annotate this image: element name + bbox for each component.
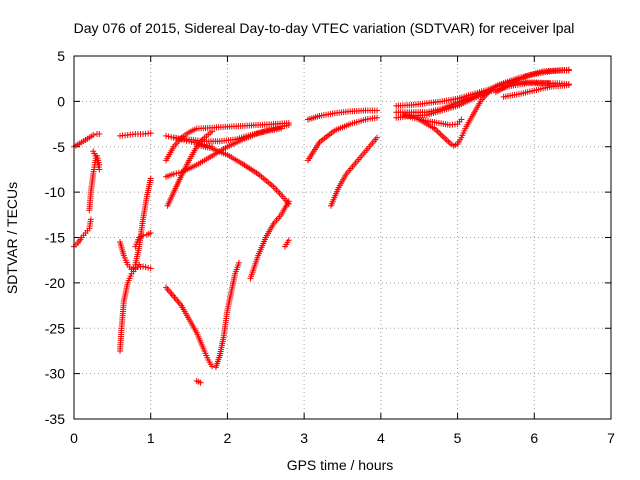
data-point (235, 259, 242, 266)
data-point (163, 132, 170, 139)
data-series-s7 (117, 239, 154, 273)
y-tick-label: -20 (45, 275, 65, 291)
data-series-s28 (492, 67, 572, 96)
data-point (374, 134, 381, 141)
data-series-s27 (400, 111, 465, 128)
data-series-s3 (86, 152, 103, 214)
data-point (173, 170, 180, 177)
data-point (458, 116, 465, 123)
data-series-s17 (164, 128, 216, 209)
data-series-s5 (117, 130, 154, 139)
x-tick-label: 4 (377, 430, 385, 446)
data-series-s22 (327, 134, 381, 209)
x-tick-label: 1 (147, 430, 155, 446)
y-tick-label: -25 (45, 320, 65, 336)
data-point (147, 229, 154, 236)
x-tick-label: 2 (224, 430, 232, 446)
x-tick-label: 5 (454, 430, 462, 446)
data-point (175, 169, 182, 176)
data-point (96, 131, 103, 138)
data-point (145, 264, 152, 271)
data-series-s25 (393, 89, 492, 121)
data-point (147, 130, 154, 137)
x-tick-label: 3 (300, 430, 308, 446)
y-axis-label: SDTVAR / TECUs (4, 182, 20, 294)
data-point (209, 363, 216, 370)
y-tick-label: -15 (45, 230, 65, 246)
data-point (87, 216, 94, 223)
data-point (565, 82, 572, 89)
data-series-s10 (163, 259, 242, 371)
data-point (285, 237, 292, 244)
data-point (285, 198, 292, 205)
data-point (374, 114, 381, 121)
data-series-s11 (193, 377, 204, 386)
x-tick-label: 7 (607, 430, 615, 446)
y-tick-label: 0 (57, 93, 65, 109)
data-point (168, 134, 175, 141)
y-tick-label: -30 (45, 366, 65, 382)
data-series-s1 (71, 131, 103, 150)
data-point (147, 175, 154, 182)
data-point (140, 263, 147, 270)
data-series-s19 (281, 237, 292, 250)
plot-frame (73, 55, 612, 420)
y-tick-label: 5 (57, 48, 65, 64)
x-tick-label: 0 (70, 430, 78, 446)
data-series-s4 (90, 148, 103, 173)
chart-title: Day 076 of 2015, Sidereal Day-to-day VTE… (74, 20, 575, 36)
x-tick-label: 6 (530, 430, 538, 446)
data-point (197, 379, 204, 386)
data-point (374, 107, 381, 114)
data-series-s29 (500, 82, 572, 100)
data-point (90, 131, 97, 138)
data-series-s16 (163, 121, 292, 180)
y-tick-label: -10 (45, 184, 65, 200)
data-point (96, 166, 103, 173)
data-series-s18 (247, 198, 292, 282)
data-point (165, 133, 172, 140)
data-point (142, 264, 149, 271)
data-point (565, 67, 572, 74)
data-series-s21 (304, 114, 381, 164)
data-point (209, 128, 216, 135)
x-axis-label: GPS time / hours (287, 457, 394, 473)
data-series-s6 (117, 261, 143, 354)
data-point (285, 121, 292, 128)
grid (74, 56, 611, 419)
data-point (170, 170, 177, 177)
data-point (147, 265, 154, 272)
data-series-s9 (132, 175, 154, 268)
y-tick-label: -5 (53, 139, 66, 155)
plot-area (71, 66, 572, 386)
data-series-s20 (304, 107, 381, 123)
y-tick-label: -35 (45, 411, 65, 427)
